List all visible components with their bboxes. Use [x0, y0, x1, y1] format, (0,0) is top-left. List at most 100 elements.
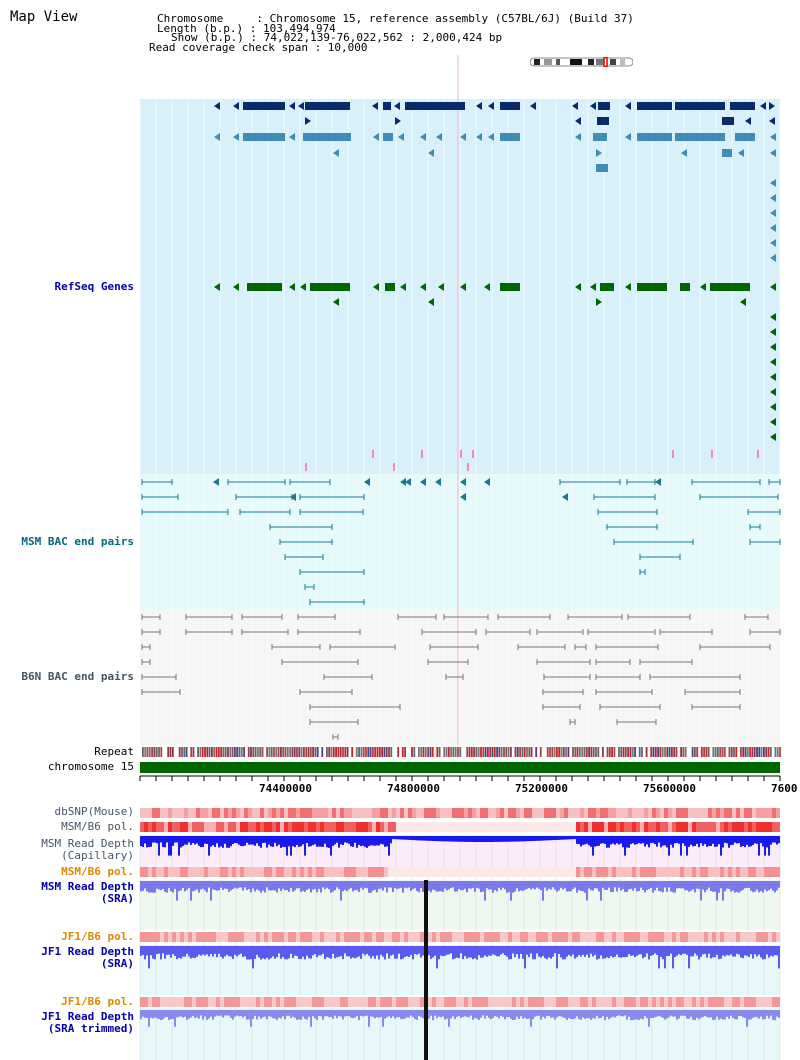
repeat-mark [602, 747, 604, 757]
depth-bar [496, 946, 498, 957]
depth-bar [640, 946, 642, 955]
heat-cell [724, 997, 728, 1007]
depth-bar [358, 881, 360, 892]
repeat-mark [673, 747, 676, 757]
heat-cell [688, 867, 692, 877]
depth-bar [230, 1010, 232, 1018]
repeat-mark [289, 747, 291, 757]
gene-block [710, 283, 750, 291]
depth-bar [588, 836, 590, 846]
depth-bar [208, 946, 210, 957]
depth-bar [492, 836, 494, 842]
depth-bar [504, 881, 506, 890]
heat-cell [188, 867, 192, 877]
heat-cell [604, 867, 608, 877]
depth-bar [190, 946, 192, 959]
heat-cell [576, 932, 580, 942]
depth-bar [446, 946, 448, 955]
repeat-mark [211, 747, 213, 757]
repeat-mark [167, 747, 170, 757]
heat-cell [340, 997, 344, 1007]
repeat-mark [779, 747, 781, 757]
depth-bar [400, 946, 402, 960]
depth-bar [630, 1010, 632, 1021]
heat-cell [624, 808, 628, 818]
depth-bar [150, 836, 152, 847]
heat-cell [616, 867, 620, 877]
depth-bar [542, 836, 544, 841]
heat-cell [760, 808, 764, 818]
repeat-mark [307, 747, 310, 757]
heat-cell [552, 997, 556, 1007]
heat-cell [348, 997, 352, 1007]
heat-cell [284, 932, 288, 942]
heat-cell [672, 808, 676, 818]
depth-bar [646, 881, 648, 891]
depth-bar [182, 836, 184, 847]
repeat-mark [332, 747, 335, 757]
repeat-mark [740, 747, 742, 757]
gene-block [500, 133, 520, 141]
heat-cell [464, 822, 468, 832]
depth-bar [698, 1010, 700, 1020]
depth-bar [676, 881, 678, 889]
depth-bar [372, 946, 374, 957]
heat-cell [488, 997, 492, 1007]
heat-cell [400, 822, 404, 832]
depth-bar [610, 881, 612, 893]
depth-bar [270, 836, 272, 847]
heat-cell [452, 997, 456, 1007]
heat-cell [424, 822, 428, 832]
depth-bar [666, 836, 668, 848]
heat-cell [604, 932, 608, 942]
heat-cell [300, 932, 304, 942]
depth-bar [410, 1010, 412, 1016]
depth-bar [558, 1010, 560, 1017]
heat-cell [368, 932, 372, 942]
heat-cell [708, 997, 712, 1007]
depth-bar [488, 1010, 490, 1018]
heat-cell [164, 997, 168, 1007]
repeat-mark [675, 747, 678, 757]
depth-bar [598, 946, 600, 959]
heat-cell [612, 932, 616, 942]
depth-bar [678, 881, 680, 889]
depth-bar [244, 836, 246, 846]
depth-bar [300, 1010, 302, 1020]
gene-arrow [436, 133, 442, 141]
depth-bar [392, 881, 394, 892]
depth-bar [564, 1010, 566, 1019]
depth-bar [484, 836, 486, 842]
depth-bar [538, 836, 540, 841]
depth-bar [414, 881, 416, 889]
gene-block [310, 283, 350, 291]
heat-cell [720, 867, 724, 877]
depth-bar [660, 1010, 662, 1017]
depth-bar [530, 1010, 532, 1027]
repeat-mark [420, 747, 423, 757]
depth-bar [166, 881, 168, 893]
gene-arrow [770, 239, 776, 247]
depth-bar [378, 1010, 380, 1018]
heat-cell [460, 932, 464, 942]
depth-bar [304, 881, 306, 892]
heat-cell [248, 808, 252, 818]
heat-cell [652, 822, 656, 832]
heat-cell [740, 997, 744, 1007]
heat-cell [656, 997, 660, 1007]
repeat-mark [305, 747, 308, 757]
heat-cell [412, 997, 416, 1007]
heat-cell [692, 932, 696, 942]
depth-bar [518, 836, 520, 842]
depth-bar [178, 1010, 180, 1017]
heat-cell [628, 808, 632, 818]
heat-cell [440, 822, 444, 832]
heat-cell [564, 932, 568, 942]
depth-bar [702, 881, 704, 890]
depth-bar [438, 881, 440, 892]
depth-bar [688, 836, 690, 847]
depth-bar [556, 946, 558, 969]
depth-bar [294, 1010, 296, 1018]
depth-bar [518, 881, 520, 892]
depth-bar [526, 946, 528, 955]
